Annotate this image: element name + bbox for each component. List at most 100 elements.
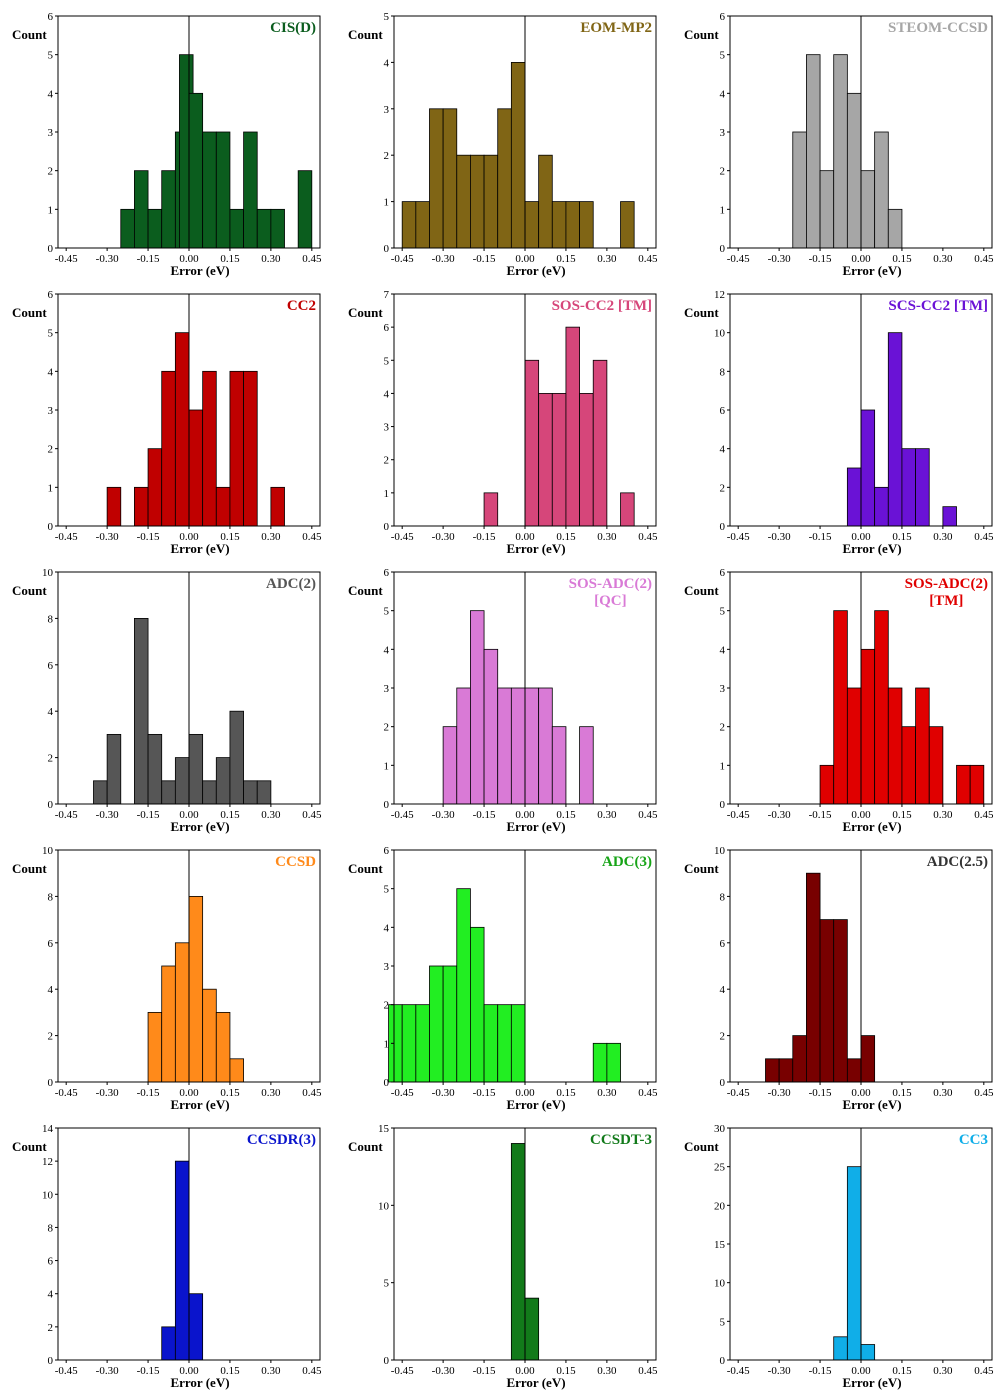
y-tick-label: 5 bbox=[720, 606, 726, 618]
y-tick-label: 2 bbox=[720, 722, 726, 734]
y-tick-label: 5 bbox=[384, 11, 390, 23]
histogram-bar bbox=[806, 872, 821, 1083]
histogram-bar bbox=[860, 1344, 876, 1361]
histogram-bar bbox=[833, 919, 848, 1083]
y-tick-label: 4 bbox=[384, 57, 390, 69]
y-axis-label: Count bbox=[12, 1139, 47, 1154]
histogram-bar bbox=[579, 393, 594, 527]
x-tick-label: -0.15 bbox=[473, 809, 496, 821]
histogram-bar bbox=[524, 687, 540, 805]
chart-title: ADC(2.5) bbox=[926, 854, 988, 870]
x-tick-label: 0.30 bbox=[597, 531, 617, 543]
y-tick-label: 8 bbox=[48, 613, 54, 625]
x-tick-label: -0.30 bbox=[768, 1365, 791, 1377]
x-tick-label: -0.30 bbox=[96, 531, 119, 543]
chart-title: STEOM-CCSD bbox=[887, 20, 988, 36]
x-tick-label: 0.15 bbox=[220, 809, 240, 821]
histogram-bar bbox=[956, 764, 971, 805]
y-tick-label: 3 bbox=[48, 405, 54, 417]
histogram-bar bbox=[456, 154, 471, 249]
x-tick-label: 0.30 bbox=[261, 531, 281, 543]
y-tick-label: 10 bbox=[714, 845, 726, 857]
x-tick-label: 0.15 bbox=[892, 253, 912, 265]
x-tick-label: 0.30 bbox=[597, 809, 617, 821]
y-tick-label: 15 bbox=[714, 1239, 726, 1251]
histogram-panel: 0 5 10 15 20 25 30 -0.45 -0.30 -0.15 0.00 0.15 0.30 0… bbox=[672, 1112, 1008, 1390]
x-tick-label: -0.30 bbox=[432, 253, 455, 265]
y-tick-label: 5 bbox=[384, 606, 390, 618]
histogram-bar bbox=[860, 409, 876, 527]
x-tick-label: -0.15 bbox=[137, 809, 160, 821]
y-tick-label: 25 bbox=[714, 1162, 726, 1174]
chart-title: EOM-MP2 bbox=[580, 20, 652, 36]
x-axis-label: Error (eV) bbox=[170, 541, 230, 556]
histogram-bar bbox=[229, 1058, 244, 1083]
histogram-bar bbox=[806, 54, 821, 249]
histogram-bar bbox=[202, 370, 217, 527]
x-axis-label: Error (eV) bbox=[170, 1097, 230, 1112]
y-axis-label: Count bbox=[12, 861, 47, 876]
y-tick-label: 3 bbox=[720, 683, 726, 695]
histogram-bar bbox=[161, 370, 176, 527]
chart-title: CC3 bbox=[958, 1132, 988, 1148]
histogram-bar bbox=[765, 1058, 780, 1083]
x-axis-label: Error (eV) bbox=[842, 1375, 902, 1390]
x-tick-label: 0.15 bbox=[556, 253, 576, 265]
y-tick-label: 10 bbox=[42, 845, 54, 857]
histogram-svg: 0 2 4 6 8 10 -0.45 -0.30 -0.15 0.00 0.15 0.30 0.45 bbox=[42, 567, 322, 821]
histogram-bar bbox=[134, 486, 149, 527]
chart-title: ADC(2) bbox=[266, 576, 316, 592]
y-tick-label: 10 bbox=[378, 1200, 390, 1212]
y-tick-label: 0 bbox=[384, 1355, 390, 1367]
histogram-bar bbox=[901, 726, 916, 805]
y-tick-label: 1 bbox=[48, 204, 54, 216]
x-tick-label: 0.45 bbox=[638, 253, 658, 265]
x-tick-label: 0.45 bbox=[638, 1365, 658, 1377]
histogram-bar bbox=[915, 687, 930, 805]
histogram-bar bbox=[456, 687, 471, 805]
x-tick-label: -0.15 bbox=[809, 1087, 832, 1099]
histogram-bar bbox=[551, 393, 567, 527]
histogram-bar bbox=[524, 1297, 540, 1361]
histogram-bar bbox=[819, 170, 835, 249]
x-axis-label: Error (eV) bbox=[170, 819, 230, 834]
histogram-bar bbox=[256, 208, 272, 249]
y-tick-label: 5 bbox=[48, 50, 54, 62]
y-tick-label: 0 bbox=[720, 243, 726, 255]
x-tick-label: 0.15 bbox=[220, 253, 240, 265]
y-tick-label: 5 bbox=[720, 50, 726, 62]
y-tick-label: 1 bbox=[720, 760, 726, 772]
y-tick-label: 5 bbox=[384, 1278, 390, 1290]
y-tick-label: 6 bbox=[720, 11, 726, 23]
histogram-bar bbox=[846, 1166, 862, 1361]
y-tick-label: 4 bbox=[384, 644, 390, 656]
y-tick-label: 4 bbox=[48, 366, 54, 378]
x-tick-label: 0.30 bbox=[261, 1365, 281, 1377]
histogram-bar bbox=[174, 1160, 190, 1361]
histogram-svg: 0 2 4 6 8 10 -0.45 -0.30 -0.15 0.00 0.15 0.30 0.45 bbox=[714, 845, 994, 1099]
histogram-bar bbox=[106, 486, 122, 527]
histogram-bar bbox=[792, 131, 807, 249]
x-tick-label: 0.15 bbox=[556, 531, 576, 543]
x-tick-label: -0.30 bbox=[432, 1087, 455, 1099]
x-tick-label: -0.45 bbox=[391, 531, 414, 543]
histogram-bar bbox=[887, 332, 903, 527]
x-tick-label: -0.15 bbox=[137, 253, 160, 265]
x-tick-label: -0.45 bbox=[727, 1365, 750, 1377]
histogram-bar bbox=[401, 1004, 417, 1083]
histogram-bar bbox=[229, 370, 244, 527]
y-tick-label: 6 bbox=[48, 938, 54, 950]
histogram-bar bbox=[969, 764, 985, 805]
histogram-bar bbox=[510, 62, 526, 249]
x-tick-label: 0.30 bbox=[933, 1087, 953, 1099]
y-tick-label: 3 bbox=[48, 127, 54, 139]
y-axis-label: Count bbox=[684, 583, 719, 598]
y-tick-label: 3 bbox=[384, 683, 390, 695]
histogram-bar bbox=[510, 687, 526, 805]
x-tick-label: -0.30 bbox=[768, 531, 791, 543]
x-tick-label: 0.45 bbox=[974, 253, 994, 265]
histogram-bar bbox=[470, 154, 485, 249]
histogram-bar bbox=[887, 687, 903, 805]
histogram-panel: 0 5 10 15 -0.45 -0.30 -0.15 0.00 0.15 0.30 0.45 Cou… bbox=[336, 1112, 672, 1390]
